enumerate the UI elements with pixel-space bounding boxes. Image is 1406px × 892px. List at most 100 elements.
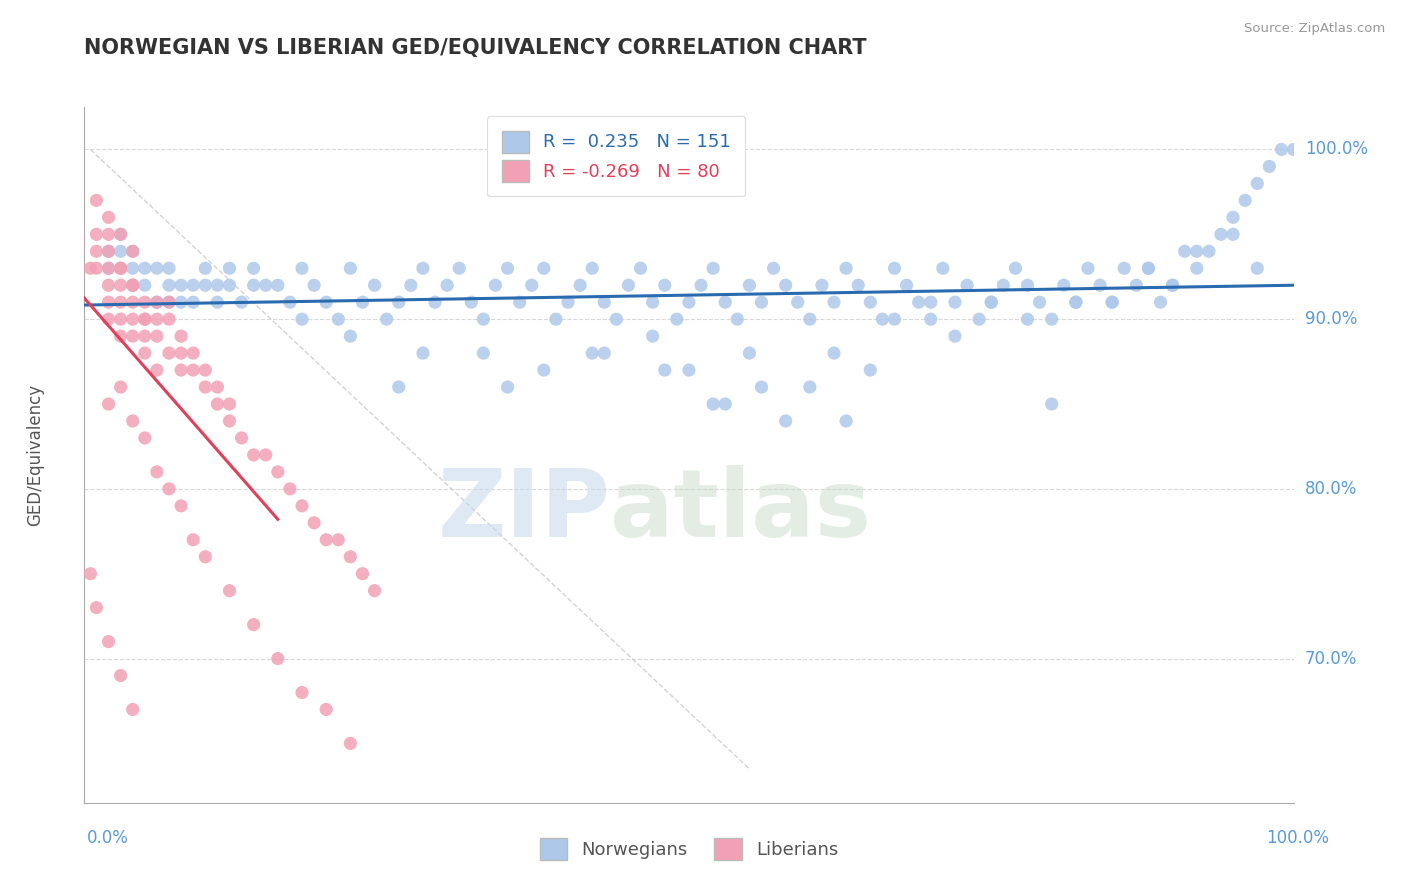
Point [775, 414, 797, 428]
Point [146, 295, 169, 310]
Text: atlas: atlas [610, 465, 872, 557]
Point [1088, 278, 1111, 293]
Point [157, 482, 180, 496]
Point [352, 295, 374, 310]
Point [181, 295, 204, 310]
Point [231, 295, 253, 310]
Point [207, 278, 229, 293]
Point [967, 312, 990, 326]
Point [472, 346, 495, 360]
Point [110, 668, 132, 682]
Point [1270, 143, 1292, 157]
Point [617, 278, 640, 293]
Point [194, 549, 217, 564]
Point [557, 295, 579, 310]
Point [533, 261, 555, 276]
Point [1101, 295, 1123, 310]
Point [231, 431, 253, 445]
Point [194, 380, 217, 394]
Point [121, 278, 143, 293]
Point [110, 261, 132, 276]
Point [593, 346, 616, 360]
Point [97, 227, 120, 242]
Point [110, 244, 132, 259]
Point [1174, 244, 1197, 259]
Point [242, 261, 264, 276]
Point [641, 329, 664, 343]
Point [907, 295, 929, 310]
Point [1017, 278, 1039, 293]
Text: Source: ZipAtlas.com: Source: ZipAtlas.com [1244, 22, 1385, 36]
Point [859, 295, 882, 310]
Point [388, 380, 411, 394]
Text: GED/Equivalency: GED/Equivalency [27, 384, 44, 526]
Point [121, 244, 143, 259]
Point [218, 397, 240, 411]
Point [242, 617, 264, 632]
Point [449, 261, 471, 276]
Point [146, 295, 169, 310]
Point [1017, 312, 1039, 326]
Point [97, 312, 120, 326]
Point [157, 278, 180, 293]
Point [157, 261, 180, 276]
Point [1077, 261, 1099, 276]
Point [1149, 295, 1171, 310]
Point [302, 516, 325, 530]
Point [194, 278, 217, 293]
Point [630, 261, 652, 276]
Point [352, 566, 374, 581]
Point [1101, 295, 1123, 310]
Point [110, 380, 132, 394]
Point [883, 261, 905, 276]
Point [738, 346, 761, 360]
Point [412, 261, 434, 276]
Point [207, 397, 229, 411]
Point [157, 312, 180, 326]
Point [496, 261, 519, 276]
Point [242, 278, 264, 293]
Point [1004, 261, 1026, 276]
Point [134, 312, 156, 326]
Point [460, 295, 482, 310]
Point [110, 295, 132, 310]
Point [811, 278, 834, 293]
Point [97, 634, 120, 648]
Point [291, 499, 314, 513]
Point [605, 312, 627, 326]
Point [702, 261, 724, 276]
Point [86, 600, 108, 615]
Point [291, 312, 314, 326]
Point [339, 549, 361, 564]
Point [121, 278, 143, 293]
Point [97, 295, 120, 310]
Point [943, 295, 966, 310]
Point [835, 414, 858, 428]
Point [170, 363, 193, 377]
Point [267, 278, 290, 293]
Point [170, 295, 193, 310]
Point [86, 261, 108, 276]
Point [799, 312, 821, 326]
Point [291, 685, 314, 699]
Point [121, 244, 143, 259]
Point [146, 329, 169, 343]
Point [146, 312, 169, 326]
Point [97, 397, 120, 411]
Point [157, 295, 180, 310]
Point [714, 295, 737, 310]
Point [315, 702, 337, 716]
Point [980, 295, 1002, 310]
Point [278, 295, 301, 310]
Text: 90.0%: 90.0% [1305, 310, 1357, 328]
Point [581, 261, 603, 276]
Point [170, 278, 193, 293]
Point [207, 380, 229, 394]
Point [181, 346, 204, 360]
Point [932, 261, 955, 276]
Point [79, 566, 101, 581]
Point [1064, 295, 1087, 310]
Point [725, 312, 748, 326]
Point [86, 244, 108, 259]
Point [121, 702, 143, 716]
